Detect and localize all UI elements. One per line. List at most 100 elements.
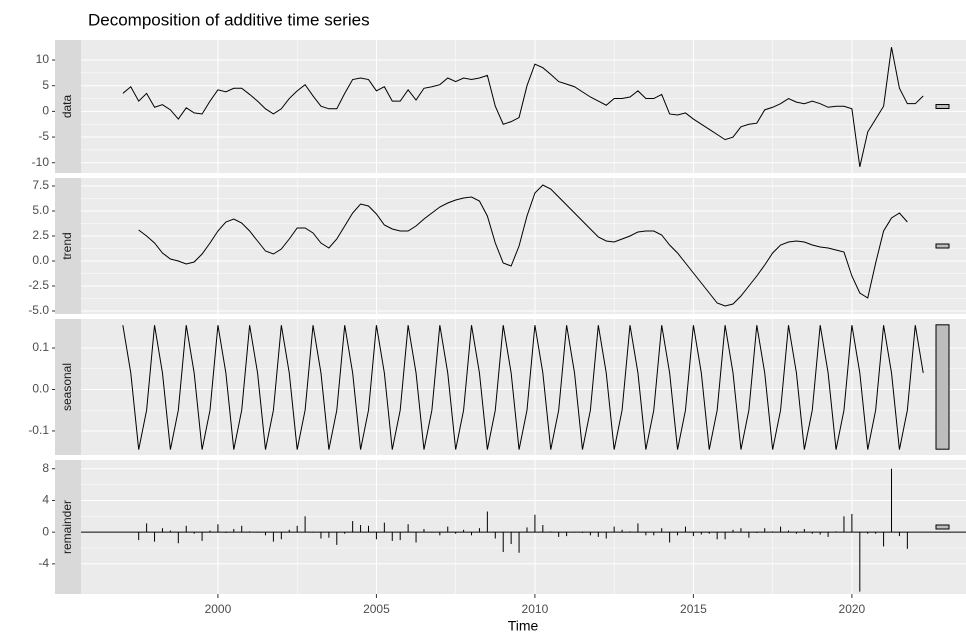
y-tick-label: 2.5 xyxy=(32,228,49,242)
bar xyxy=(494,532,496,539)
bar xyxy=(898,532,900,537)
bar xyxy=(581,532,583,533)
bar xyxy=(835,531,837,533)
y-tick-label: 7.5 xyxy=(32,178,49,192)
bar xyxy=(138,532,140,541)
bar xyxy=(463,529,465,533)
bar xyxy=(439,532,441,536)
bar xyxy=(217,524,219,533)
bar xyxy=(154,532,156,542)
bar xyxy=(883,532,885,547)
range-bar xyxy=(935,324,950,450)
bar xyxy=(724,532,726,540)
bar xyxy=(241,525,243,533)
bar xyxy=(431,532,433,533)
x-tick-label: 2020 xyxy=(839,602,866,616)
bar xyxy=(272,532,274,542)
bar xyxy=(375,532,377,540)
bar xyxy=(875,532,877,534)
bar xyxy=(344,532,346,534)
y-tick-label: 10 xyxy=(36,52,50,66)
series-line xyxy=(138,184,908,307)
bar xyxy=(209,530,211,533)
y-tick-label: 0.1 xyxy=(32,340,49,354)
bar xyxy=(399,532,401,541)
bar xyxy=(146,523,148,533)
bar xyxy=(716,532,718,540)
bar xyxy=(280,532,282,540)
bar xyxy=(526,527,528,533)
y-tick-label: -4 xyxy=(38,556,49,570)
y-tick-label: 5 xyxy=(42,78,49,92)
bar xyxy=(534,514,536,533)
bar xyxy=(645,532,647,536)
bar xyxy=(225,532,227,533)
bar xyxy=(605,532,607,539)
bar xyxy=(510,532,512,545)
bar xyxy=(423,528,425,533)
bar xyxy=(447,526,449,533)
bar xyxy=(566,532,568,537)
bar xyxy=(819,532,821,535)
bar xyxy=(772,531,774,533)
bar xyxy=(613,526,615,533)
x-tick-label: 2005 xyxy=(363,602,390,616)
bar xyxy=(803,528,805,533)
y-tick-label: -0.1 xyxy=(28,423,49,437)
bar xyxy=(360,525,362,533)
bar xyxy=(597,532,599,537)
y-tick-label: 0 xyxy=(42,104,49,118)
bar xyxy=(367,525,369,533)
bar xyxy=(677,532,679,536)
bar xyxy=(891,468,893,533)
bar xyxy=(748,532,750,538)
bar xyxy=(851,513,853,533)
y-tick-label: 0.0 xyxy=(32,253,49,267)
y-tick-label: 8 xyxy=(42,461,49,475)
y-tick-label: -10 xyxy=(32,155,50,169)
chart-title: Decomposition of additive time series xyxy=(88,10,370,29)
strip-label: seasonal xyxy=(60,363,74,411)
bar xyxy=(486,511,488,533)
bar xyxy=(780,526,782,533)
bar xyxy=(859,532,861,592)
bar xyxy=(621,529,623,533)
bar xyxy=(320,532,322,539)
bar xyxy=(193,532,195,534)
bar xyxy=(257,532,259,533)
strip-label: data xyxy=(60,94,74,118)
bar xyxy=(518,532,520,553)
bar xyxy=(296,525,298,533)
bar xyxy=(756,532,758,533)
bar xyxy=(653,532,655,536)
bar xyxy=(304,516,306,533)
panel-background xyxy=(81,40,966,173)
bar xyxy=(700,532,702,535)
bar xyxy=(867,532,869,534)
bar xyxy=(328,532,330,538)
bar xyxy=(827,532,829,537)
bar xyxy=(352,521,354,533)
x-tick-label: 2000 xyxy=(205,602,232,616)
bar xyxy=(383,522,385,533)
bar xyxy=(177,532,179,544)
y-tick-label: -5.0 xyxy=(28,303,49,317)
x-tick-label: 2010 xyxy=(522,602,549,616)
bar xyxy=(787,530,789,533)
strip-label: trend xyxy=(60,232,74,259)
bar xyxy=(669,532,671,543)
bar xyxy=(795,532,797,534)
strip-label: remainder xyxy=(60,500,74,554)
bar xyxy=(542,525,544,533)
bar xyxy=(455,532,457,534)
panel-background xyxy=(81,319,966,455)
bar xyxy=(502,532,504,552)
bar xyxy=(692,532,694,537)
series-line xyxy=(122,325,924,450)
y-tick-label: 5.0 xyxy=(32,203,49,217)
y-tick-label: -5 xyxy=(38,129,49,143)
bar xyxy=(764,528,766,533)
strip xyxy=(55,40,81,173)
bar xyxy=(637,523,639,533)
